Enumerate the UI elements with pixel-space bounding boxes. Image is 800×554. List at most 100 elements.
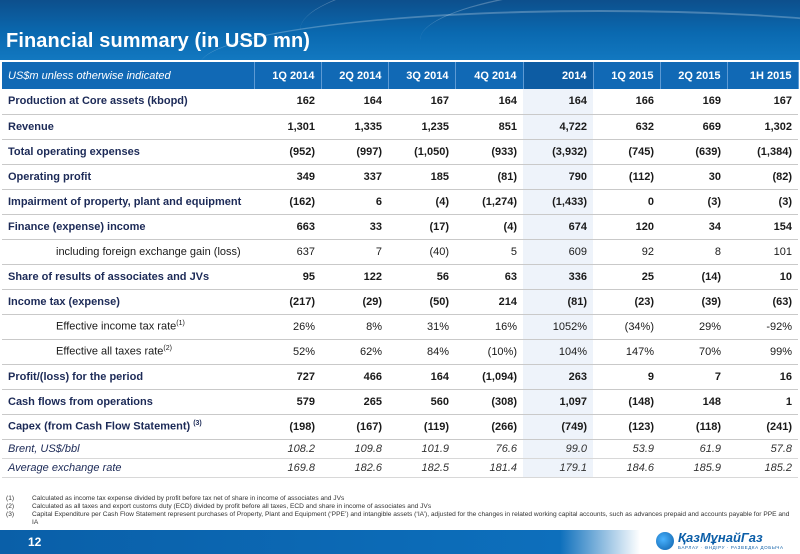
footnote-ref: (1) (176, 320, 185, 328)
row-label-cell: Share of results of associates and JVs (2, 264, 254, 290)
value-cell: 99% (727, 339, 798, 365)
footnote-text: Calculated as all taxes and export custo… (32, 503, 432, 510)
value-cell: 609 (523, 239, 593, 265)
value-cell: 148 (660, 389, 727, 415)
header-cell: 1Q 2014 (254, 62, 322, 89)
value-cell: (112) (593, 164, 660, 190)
value-cell: (167) (321, 414, 388, 440)
value-cell: 29% (660, 314, 727, 340)
value-cell: (82) (727, 164, 798, 190)
value-cell: 164 (321, 89, 388, 115)
value-cell: 52% (254, 339, 321, 365)
value-cell: 31% (388, 314, 455, 340)
table-row: Total operating expenses (952) (997) (1,050… (2, 139, 798, 165)
value-cell: 99.0 (523, 439, 593, 459)
table-row: Effective all taxes rate(2) 52% 62% 84% (10%… (2, 339, 798, 365)
value-cell: 8% (321, 314, 388, 340)
value-cell: 674 (523, 214, 593, 240)
value-cell: 5 (455, 239, 523, 265)
header-cell: 4Q 2014 (455, 62, 524, 89)
value-cell: (34%) (593, 314, 660, 340)
row-label: Income tax (expense) (8, 295, 120, 308)
value-cell: 164 (455, 89, 523, 115)
value-cell: (148) (593, 389, 660, 415)
value-cell: (29) (321, 289, 388, 315)
value-cell: 349 (254, 164, 321, 190)
value-cell: (241) (727, 414, 798, 440)
row-label: Effective income tax rate (56, 320, 177, 333)
value-cell: (3,932) (523, 139, 593, 165)
row-label-cell: Income tax (expense) (2, 289, 254, 315)
value-cell: 185 (388, 164, 455, 190)
table-row: Effective income tax rate(1) 26% 8% 31% 16% 1… (2, 314, 798, 340)
value-cell: 92 (593, 239, 660, 265)
value-cell: 76.6 (455, 439, 523, 459)
row-label: Operating profit (8, 170, 92, 183)
value-cell: 1,335 (321, 114, 388, 140)
value-cell: 34 (660, 214, 727, 240)
value-cell: 560 (388, 389, 455, 415)
page-number: 12 (28, 535, 42, 549)
value-cell: 179.1 (523, 458, 593, 478)
row-label: Cash flows from operations (8, 395, 153, 408)
header-cell: 1H 2015 (727, 62, 799, 89)
value-cell: (17) (388, 214, 455, 240)
footnote-text: Capital Expenditure per Cash Flow Statem… (32, 511, 790, 526)
decor-streak (200, 10, 800, 60)
row-label-cell: Brent, US$/bbl (2, 439, 254, 459)
value-cell: 122 (321, 264, 388, 290)
value-cell: (1,094) (455, 364, 523, 390)
footnotes: (1) Calculated as income tax expense div… (6, 495, 794, 527)
value-cell: 265 (321, 389, 388, 415)
value-cell: 120 (593, 214, 660, 240)
value-cell: 95 (254, 264, 321, 290)
table-row: Average exchange rate 169.8 182.6 182.5 181.… (2, 458, 798, 478)
value-cell: 7 (660, 364, 727, 390)
row-label-cell: Operating profit (2, 164, 254, 190)
value-cell: 169 (660, 89, 727, 115)
value-cell: (10%) (455, 339, 523, 365)
footnote: (1) Calculated as income tax expense div… (6, 495, 794, 503)
value-cell: 16% (455, 314, 523, 340)
value-cell: 790 (523, 164, 593, 190)
value-cell: 579 (254, 389, 321, 415)
value-cell: 167 (388, 89, 455, 115)
row-label: Production at Core assets (kbopd) (8, 95, 188, 108)
value-cell: 154 (727, 214, 798, 240)
row-label-cell: Impairment of property, plant and equipm… (2, 189, 254, 215)
value-cell: (39) (660, 289, 727, 315)
row-label-cell: Production at Core assets (kbopd) (2, 89, 254, 115)
value-cell: (119) (388, 414, 455, 440)
value-cell: 26% (254, 314, 321, 340)
value-cell: 169.8 (254, 458, 321, 478)
value-cell: (81) (455, 164, 523, 190)
row-label: Profit/(loss) for the period (8, 370, 144, 383)
table-header-row: US$m unless otherwise indicated 1Q 2014 … (2, 62, 799, 89)
footnote-ref: (3) (193, 420, 202, 428)
value-cell: (749) (523, 414, 593, 440)
row-label-cell: including foreign exchange gain (loss) (2, 239, 254, 265)
row-label-cell: Finance (expense) income (2, 214, 254, 240)
value-cell: (997) (321, 139, 388, 165)
row-label: Brent, US$/bbl (8, 442, 80, 455)
footnote-ref: (2) (163, 345, 172, 353)
logo-container (650, 528, 800, 554)
value-cell: 214 (455, 289, 523, 315)
value-cell: 632 (593, 114, 660, 140)
value-cell: (50) (388, 289, 455, 315)
value-cell: (1,050) (388, 139, 455, 165)
value-cell: 637 (254, 239, 321, 265)
value-cell: (118) (660, 414, 727, 440)
value-cell: 57.8 (727, 439, 798, 459)
value-cell: (745) (593, 139, 660, 165)
value-cell: 61.9 (660, 439, 727, 459)
value-cell: 336 (523, 264, 593, 290)
footnote-number: (3) (6, 511, 15, 518)
value-cell: (933) (455, 139, 523, 165)
value-cell: (3) (727, 189, 798, 215)
table-row: Capex (from Cash Flow Statement) (3) (198… (2, 414, 798, 440)
value-cell: (952) (254, 139, 321, 165)
value-cell: (3) (660, 189, 727, 215)
value-cell: -92% (727, 314, 798, 340)
value-cell: 70% (660, 339, 727, 365)
